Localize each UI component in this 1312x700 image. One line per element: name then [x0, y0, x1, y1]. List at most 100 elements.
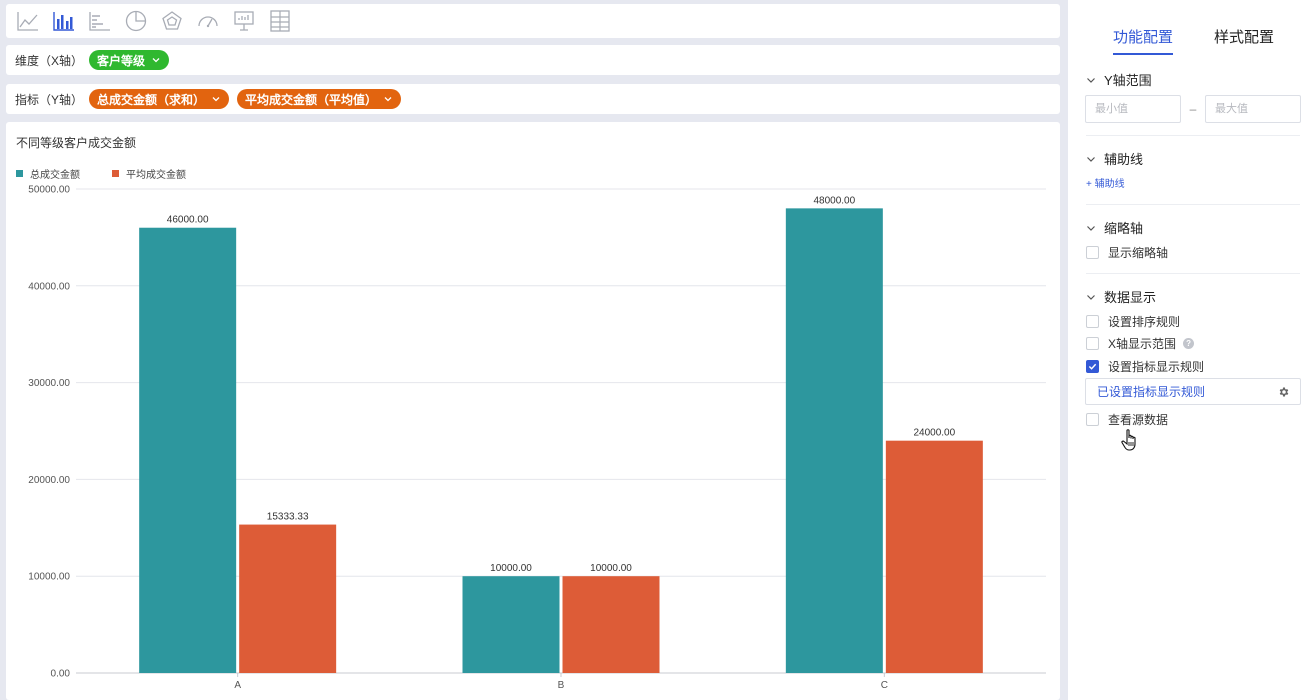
check-icon	[1088, 363, 1097, 370]
option-label: 设置指标显示规则	[1108, 360, 1205, 374]
sort-rule-option[interactable]: 设置排序规则	[1086, 313, 1180, 330]
radar-chart-icon[interactable]	[160, 9, 184, 33]
x-tick-label: B	[558, 680, 565, 691]
line-chart-icon[interactable]	[16, 9, 40, 33]
section-aux-line: 辅助线	[1086, 149, 1300, 168]
measure-label: 指标（Y轴）	[15, 92, 84, 107]
section-title: 缩略轴	[1104, 221, 1144, 236]
bar[interactable]	[562, 576, 660, 673]
legend-label: 总成交金额	[30, 170, 80, 181]
y-tick-label: 40000.00	[28, 281, 70, 292]
chart-legend: 总成交金额 平均成交金额	[16, 166, 186, 181]
x-tick-label: A	[234, 680, 241, 691]
section-thumb-axis: 缩略轴	[1086, 218, 1300, 237]
measure-field-pill-average[interactable]: 平均成交金额（平均值）	[237, 89, 402, 109]
dashboard-board-icon[interactable]	[232, 9, 256, 33]
y-range-inputs: –	[1085, 95, 1301, 123]
data-label: 10000.00	[590, 563, 632, 574]
dimension-label: 维度（X轴）	[15, 53, 84, 68]
divider	[1086, 273, 1300, 274]
x-tick-label: C	[881, 680, 888, 691]
y-tick-label: 0.00	[51, 669, 71, 680]
view-source-checkbox[interactable]	[1086, 413, 1099, 426]
divider	[1086, 135, 1300, 136]
add-aux-line-link[interactable]: + 辅助线	[1086, 179, 1125, 190]
tab-function-config[interactable]: 功能配置	[1113, 26, 1174, 55]
y-tick-label: 10000.00	[28, 572, 70, 583]
bar[interactable]	[139, 227, 237, 673]
chevron-down-icon	[1087, 225, 1095, 231]
section-data-display-header[interactable]: 数据显示	[1086, 287, 1300, 306]
chart-panel: 不同等级客户成交金额 总成交金额 平均成交金额 0.00 10000.00 2000…	[6, 122, 1060, 700]
bar[interactable]	[239, 524, 337, 673]
section-data-display: 数据显示	[1086, 287, 1300, 306]
data-label: 10000.00	[490, 563, 532, 574]
option-label: X轴显示范围	[1108, 337, 1177, 351]
x-range-checkbox[interactable]	[1086, 337, 1099, 350]
data-label: 46000.00	[167, 215, 209, 226]
data-label: 15333.33	[267, 512, 309, 523]
config-sidebar: 功能配置 样式配置 Y轴范围 – 辅助线 + 辅助线 缩略轴 显示缩略轴	[1068, 0, 1312, 700]
section-y-range: Y轴范围	[1086, 70, 1300, 89]
show-thumb-axis-checkbox[interactable]	[1086, 246, 1099, 259]
chevron-down-icon	[152, 58, 160, 63]
editor-area: 维度（X轴） 客户等级 指标（Y轴） 总成交金额（求和） 平均成交金额（平均值）…	[6, 4, 1060, 700]
data-label: 48000.00	[813, 195, 855, 206]
section-title: Y轴范围	[1104, 73, 1152, 88]
sidebar-tabs: 功能配置 样式配置	[1068, 26, 1312, 55]
gear-icon[interactable]	[1278, 386, 1290, 398]
hand-pointer-icon	[1121, 429, 1136, 451]
option-label: 显示缩略轴	[1108, 246, 1169, 260]
chart-type-toolbar	[6, 4, 1060, 38]
section-thumb-axis-header[interactable]: 缩略轴	[1086, 218, 1300, 237]
x-range-option[interactable]: X轴显示范围 ?	[1086, 335, 1195, 352]
metric-rule-option[interactable]: 设置指标显示规则	[1086, 358, 1204, 375]
chevron-down-icon	[1087, 294, 1095, 300]
bar[interactable]	[785, 208, 883, 674]
show-thumb-axis-option[interactable]: 显示缩略轴	[1086, 244, 1168, 261]
section-aux-line-header[interactable]: 辅助线	[1086, 149, 1300, 168]
metric-rule-config-button[interactable]: 已设置指标显示规则	[1085, 378, 1301, 405]
option-label: 设置排序规则	[1108, 315, 1181, 329]
dimension-row: 维度（X轴） 客户等级	[6, 45, 1060, 75]
dimension-field-label: 客户等级	[97, 53, 146, 68]
bar[interactable]	[885, 440, 983, 673]
sort-rule-checkbox[interactable]	[1086, 315, 1099, 328]
gauge-chart-icon[interactable]	[196, 9, 220, 33]
y-max-input[interactable]	[1205, 95, 1301, 123]
measure-field-pill-total[interactable]: 总成交金额（求和）	[89, 89, 230, 109]
measure-field-label: 平均成交金额（平均值）	[245, 92, 378, 107]
section-title: 数据显示	[1104, 290, 1157, 305]
measure-row: 指标（Y轴） 总成交金额（求和） 平均成交金额（平均值）	[6, 84, 1060, 114]
table-grid-icon[interactable]	[268, 9, 292, 33]
chart-title: 不同等级客户成交金额	[16, 136, 137, 150]
metric-rule-set-label: 已设置指标显示规则	[1097, 385, 1206, 399]
chevron-down-icon	[212, 97, 220, 102]
y-min-input[interactable]	[1085, 95, 1181, 123]
y-tick-label: 50000.00	[28, 185, 70, 196]
pie-chart-icon[interactable]	[124, 9, 148, 33]
bar-chart: 0.00 10000.00 20000.00 30000.00 40000.00 5000…	[28, 185, 1046, 691]
chevron-down-icon	[384, 97, 392, 102]
measure-field-label: 总成交金额（求和）	[97, 92, 206, 107]
tab-style-config[interactable]: 样式配置	[1214, 29, 1275, 46]
view-source-option[interactable]: 查看源数据	[1086, 411, 1168, 428]
horizontal-bar-chart-icon[interactable]	[88, 9, 112, 33]
chevron-down-icon	[1087, 156, 1095, 162]
dimension-field-pill[interactable]: 客户等级	[89, 50, 170, 70]
legend-item-average[interactable]: 平均成交金额	[112, 166, 186, 181]
help-icon[interactable]: ?	[1183, 338, 1195, 349]
legend-label: 平均成交金额	[126, 170, 186, 181]
bar-chart-icon[interactable]	[52, 9, 76, 33]
section-title: 辅助线	[1104, 152, 1144, 167]
legend-swatch-average	[112, 170, 119, 177]
data-label: 24000.00	[913, 428, 955, 439]
range-separator: –	[1189, 102, 1197, 116]
section-y-range-header[interactable]: Y轴范围	[1086, 70, 1300, 89]
legend-item-total[interactable]: 总成交金额	[16, 166, 80, 181]
divider	[1086, 204, 1300, 205]
option-label: 查看源数据	[1108, 413, 1169, 427]
chevron-down-icon	[1087, 77, 1095, 83]
bar[interactable]	[462, 576, 560, 673]
metric-rule-checkbox[interactable]	[1086, 360, 1099, 373]
